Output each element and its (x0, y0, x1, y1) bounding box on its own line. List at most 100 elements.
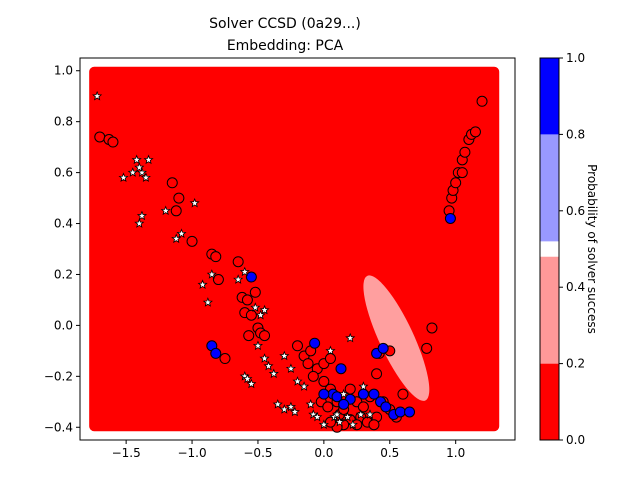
y-axis: −0.4 −0.2 0.0 0.2 0.4 0.6 0.8 1.0 (44, 64, 80, 434)
red-circle-marker-38 (357, 401, 369, 413)
star-marker-9 (134, 218, 145, 228)
star-marker-26 (259, 353, 270, 363)
star-marker-47 (325, 345, 336, 356)
colorbar-band-3 (540, 134, 559, 242)
star-marker-21 (255, 309, 266, 320)
star-marker-46 (364, 409, 376, 419)
star-marker-45 (355, 409, 366, 419)
star-marker-10 (160, 205, 171, 216)
colorbar-band-0 (540, 363, 559, 440)
red-circle-marker-47 (371, 368, 383, 380)
star-marker-8 (136, 210, 148, 221)
x-tick-label: −0.5 (243, 446, 272, 460)
red-circle-marker-12 (241, 294, 253, 306)
star-marker-39 (312, 411, 323, 422)
star-marker-42 (334, 416, 345, 427)
red-circle-marker-10 (232, 256, 244, 268)
red-circle-marker-3 (166, 177, 178, 189)
blue-circle-marker-3 (309, 337, 321, 349)
blue-circle-marker-8 (368, 388, 380, 400)
star-marker-12 (176, 228, 187, 239)
star-marker-17 (233, 274, 244, 284)
red-circle-marker-21 (292, 340, 303, 352)
red-circle-marker-5 (170, 205, 182, 217)
star-marker-35 (285, 401, 296, 412)
decision-surface-fill (89, 66, 500, 432)
star-marker-48 (345, 332, 356, 343)
blue-circle-marker-0 (245, 271, 257, 283)
star-marker-7 (143, 154, 154, 165)
star-marker-51 (338, 388, 349, 399)
star-marker-44 (347, 419, 358, 430)
colorbar-band-1 (540, 256, 559, 364)
red-circle-marker-29 (318, 375, 330, 387)
blue-circle-marker-14 (357, 388, 369, 400)
colorbar-band-4 (540, 58, 559, 135)
y-tick-label: 0.8 (54, 115, 73, 129)
star-marker-24 (246, 378, 257, 389)
colorbar-band-2 (540, 241, 559, 257)
x-tick-label: 0.5 (380, 446, 399, 460)
y-tick-label: 0.0 (54, 318, 73, 332)
star-marker-5 (140, 172, 151, 182)
star-marker-40 (318, 419, 329, 430)
red-circle-marker-28 (324, 353, 336, 365)
red-circle-marker-46 (397, 388, 409, 400)
decision-surface (89, 66, 500, 432)
red-circle-marker-53 (368, 419, 380, 431)
colorbar-tick-label: 0.0 (566, 433, 585, 447)
red-circle-marker-63 (456, 167, 468, 179)
chart-title-line2: Embedding: PCA (227, 38, 344, 54)
y-tick-label: 0.4 (54, 217, 73, 231)
star-marker-34 (279, 404, 290, 414)
colorbar-tick-label: 0.2 (566, 357, 585, 371)
star-marker-36 (289, 406, 300, 417)
colorbar-label: Probability of solver success (585, 164, 599, 334)
red-circle-marker-6 (186, 235, 198, 247)
star-marker-20 (259, 304, 270, 315)
star-marker-32 (299, 381, 310, 391)
x-tick-label: 0.0 (314, 446, 333, 460)
star-marker-27 (263, 360, 274, 371)
colorbar-frame (539, 57, 560, 441)
y-tick-label: −0.2 (44, 369, 73, 383)
red-circle-marker-2 (107, 136, 119, 148)
red-circle-marker-26 (307, 370, 319, 382)
colorbar-tick-label: 0.8 (566, 127, 585, 141)
red-circle-marker-61 (450, 177, 462, 189)
star-marker-31 (292, 376, 303, 386)
blue-circle-marker-2 (210, 347, 222, 359)
red-circle-marker-24 (302, 358, 314, 370)
blue-circle-marker-19 (318, 388, 330, 400)
blue-circle-marker-10 (380, 401, 392, 413)
red-circle-marker-69 (476, 95, 488, 107)
star-marker-3 (131, 154, 142, 165)
red-circle-marker-9 (212, 274, 224, 286)
colorbar-tick-label: 0.6 (566, 204, 585, 218)
star-marker-14 (197, 279, 208, 289)
star-marker-0 (92, 90, 103, 101)
star-marker-30 (285, 363, 296, 373)
star-marker-4 (136, 167, 148, 177)
star-marker-50 (358, 381, 369, 391)
blue-circle-marker-16 (338, 398, 350, 410)
red-circle-marker-68 (469, 126, 481, 138)
star-marker-19 (250, 302, 261, 312)
colorbar: 0.0 0.2 0.4 0.6 0.8 1.0 (539, 51, 585, 447)
star-marker-18 (239, 266, 250, 277)
star-marker-1 (118, 172, 129, 182)
red-circle-marker-32 (322, 401, 334, 413)
data-markers (92, 90, 488, 433)
red-circle-marker-19 (259, 330, 271, 342)
red-circle-marker-20 (219, 353, 231, 365)
star-marker-33 (272, 399, 283, 409)
chart-title-line1: Solver CCSD (0a29...) (209, 16, 361, 32)
low-probability-region (363, 275, 430, 401)
red-circle-marker-14 (249, 286, 261, 298)
star-marker-28 (268, 368, 279, 379)
plot-frame (79, 57, 516, 441)
star-marker-15 (202, 297, 213, 307)
red-circle-marker-8 (210, 251, 222, 263)
red-circle-marker-0 (94, 131, 106, 143)
